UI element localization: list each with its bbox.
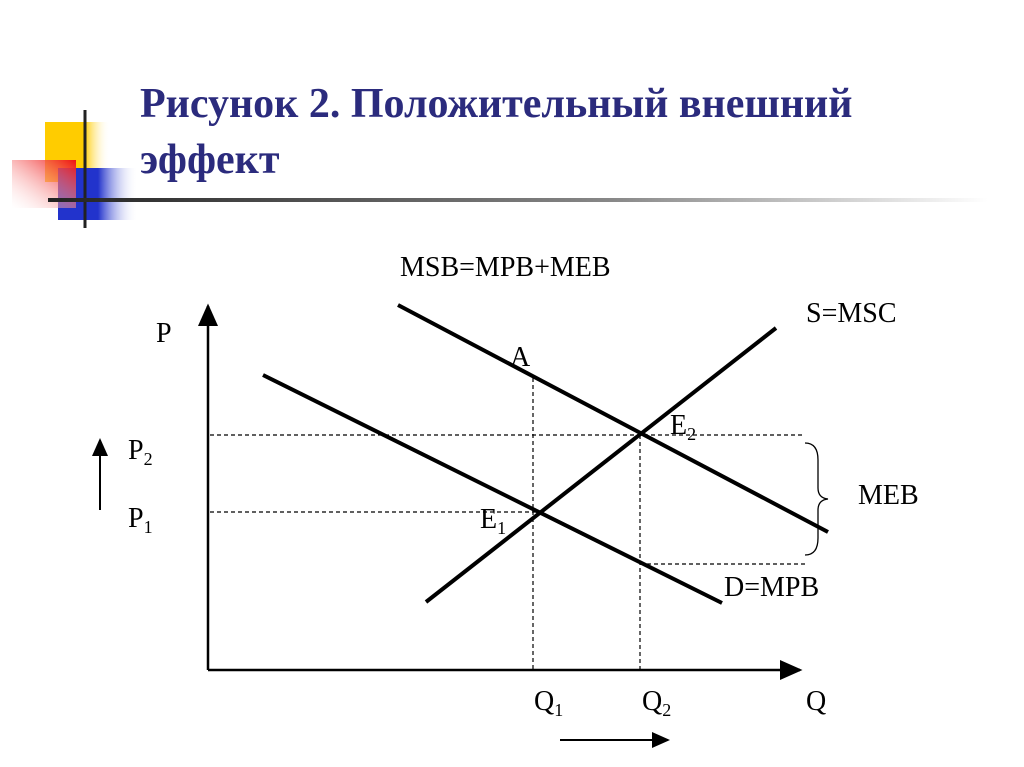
e1-label: E1 bbox=[480, 504, 506, 539]
meb-label: MEB bbox=[858, 480, 919, 511]
supply-msc-curve bbox=[424, 326, 778, 604]
demand-mpb-curve bbox=[262, 373, 723, 605]
p1-label: P1 bbox=[128, 503, 153, 538]
msb-curve bbox=[397, 303, 829, 534]
curves bbox=[262, 303, 829, 605]
p1-base: P bbox=[128, 503, 144, 534]
q-axis-label: Q bbox=[806, 686, 827, 717]
p-axis-label: P bbox=[156, 318, 172, 349]
demand-label: D=MPB bbox=[724, 572, 820, 603]
q1-sub: 1 bbox=[554, 700, 564, 720]
q2-sub: 2 bbox=[662, 700, 672, 720]
e1-sub: 1 bbox=[497, 518, 507, 538]
q1-label: Q1 bbox=[534, 686, 563, 721]
p2-label: P2 bbox=[128, 435, 153, 470]
meb-brace bbox=[804, 442, 829, 556]
guide-lines bbox=[210, 378, 805, 670]
p2-sub: 2 bbox=[143, 449, 153, 469]
logo-decoration bbox=[12, 110, 988, 228]
e2-label: E2 bbox=[670, 410, 696, 445]
q2-base: Q bbox=[642, 686, 663, 717]
title-underline bbox=[48, 198, 988, 202]
q1-base: Q bbox=[534, 686, 555, 717]
e1-base: E bbox=[480, 504, 498, 535]
p1-sub: 1 bbox=[143, 517, 153, 537]
e2-base: E bbox=[670, 410, 688, 441]
supply-label: S=MSC bbox=[806, 298, 897, 329]
q2-label: Q2 bbox=[642, 686, 671, 721]
msb-label: MSB=MPB+MEB bbox=[400, 252, 611, 283]
axes bbox=[198, 303, 803, 680]
slide-title: Рисунок 2. Положительный внешний эффект bbox=[140, 81, 853, 183]
point-a-label: A bbox=[510, 342, 531, 373]
e2-sub: 2 bbox=[687, 424, 697, 444]
p2-base: P bbox=[128, 435, 144, 466]
